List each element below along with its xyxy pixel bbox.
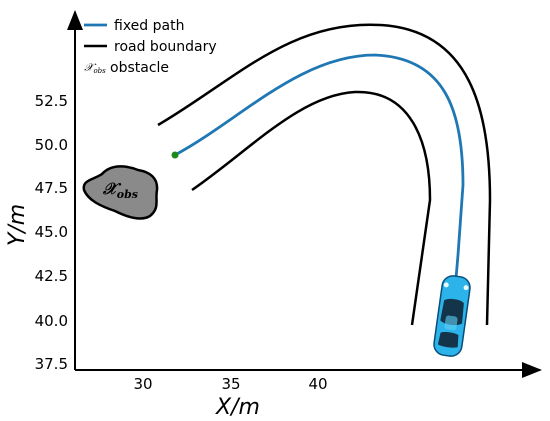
y-tick-label: 50.0 [35, 136, 68, 154]
y-tick-label: 45.0 [35, 223, 68, 241]
y-tick-label: 37.5 [35, 355, 68, 373]
start-point-marker [171, 151, 179, 159]
x-tick-label: 35 [221, 375, 240, 393]
x-tick-label: 40 [308, 375, 327, 393]
y-tick-label: 52.5 [35, 92, 68, 110]
y-tick-label: 40.0 [35, 312, 68, 330]
legend: fixed path road boundary 𝒳obs obstacle [84, 18, 217, 76]
legend-road-boundary-label: road boundary [114, 39, 217, 55]
y-tick-label: 42.5 [35, 267, 68, 285]
legend-fixed-path-label: fixed path [114, 18, 184, 34]
y-tick-labels: 37.5 40.0 42.5 45.0 47.5 50.0 52.5 [35, 92, 68, 373]
x-tick-label: 30 [133, 375, 152, 393]
obstacle-shape [82, 165, 159, 220]
x-axis-label: X/m [215, 395, 260, 420]
legend-obstacle-label: obstacle [110, 60, 169, 76]
y-axis-label: Y/m [5, 204, 30, 246]
y-tick-label: 47.5 [35, 179, 68, 197]
road-boundary-outer [157, 23, 492, 326]
car-icon [433, 275, 471, 357]
road-boundary-inner [191, 90, 432, 326]
fixed-path-line [174, 53, 465, 291]
x-tick-labels: 30 35 40 [133, 375, 327, 393]
legend-obstacle-symbol: 𝒳obs [84, 61, 106, 75]
